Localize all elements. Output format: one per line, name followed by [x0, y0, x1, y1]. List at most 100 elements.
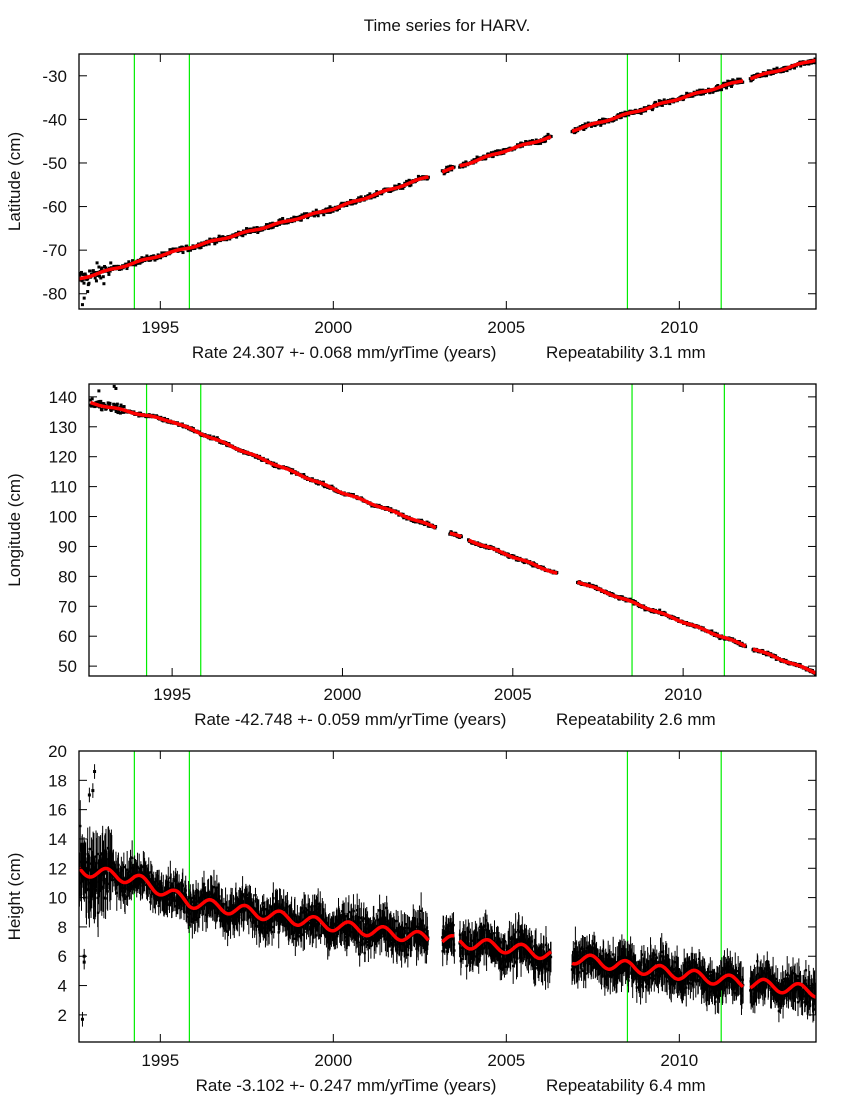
x-axis-label-time: Time (years) — [402, 343, 497, 362]
data-point — [460, 958, 462, 960]
data-point — [131, 857, 133, 859]
y-tick-label: -40 — [42, 110, 67, 129]
model-fit-line — [578, 582, 746, 646]
data-point — [725, 86, 728, 89]
data-point — [358, 953, 360, 955]
data-point — [108, 402, 111, 405]
data-point — [104, 897, 106, 899]
data-point — [86, 290, 89, 293]
y-tick-label: 60 — [58, 627, 77, 646]
x-axis-label-time: Time (years) — [412, 710, 507, 729]
y-tick-label: -50 — [42, 154, 67, 173]
data-point — [370, 945, 372, 947]
y-tick-label: -60 — [42, 198, 67, 217]
data-point — [493, 932, 495, 934]
height-plot-area — [78, 751, 817, 1042]
y-tick-label: -30 — [42, 67, 67, 86]
x-tick-label: 2005 — [487, 318, 525, 337]
y-axis-label: Latitude (cm) — [5, 132, 24, 231]
data-point — [627, 979, 629, 981]
latitude-panel: 1995 2000 2005 2010 -80 -70 -60 -50 -40 -30 Latitu… — [5, 54, 817, 362]
y-tick-label: 50 — [58, 657, 77, 676]
data-point — [348, 911, 350, 913]
data-point — [550, 956, 552, 958]
data-point — [271, 931, 273, 933]
y-tick-label: 70 — [58, 597, 77, 616]
model-fit-line — [750, 60, 816, 79]
data-point — [380, 935, 382, 937]
data-point — [666, 980, 668, 982]
y-axis-label: Longitude (cm) — [5, 473, 24, 586]
data-point — [88, 270, 91, 273]
data-point — [97, 912, 99, 914]
y-tick-label: 110 — [50, 478, 77, 497]
data-point — [636, 986, 638, 988]
model-fit-line — [753, 649, 816, 673]
data-point — [453, 949, 455, 951]
x-tick-label: 2000 — [314, 318, 352, 337]
data-point — [641, 953, 643, 955]
x-tick-label: 1995 — [141, 318, 179, 337]
latitude-data-points — [78, 58, 818, 307]
data-point — [516, 957, 518, 959]
data-point — [83, 297, 86, 300]
data-point — [101, 408, 104, 411]
figure-title: Time series for HARV. — [364, 16, 531, 35]
y-tick-label: 120 — [49, 448, 77, 467]
x-tick-label: 2000 — [324, 685, 362, 704]
y-tick-label: -70 — [42, 241, 67, 260]
data-point — [102, 275, 105, 278]
data-point — [514, 931, 516, 933]
x-axis-label-rate: Rate -42.748 +- 0.059 mm/yr — [194, 710, 412, 729]
x-axis-label-repeatability: Repeatability 2.6 mm — [556, 710, 716, 729]
height-data-points — [78, 764, 817, 1026]
data-point — [322, 213, 325, 216]
y-tick-label: 130 — [49, 418, 77, 437]
data-point — [452, 924, 454, 926]
x-tick-label: 1995 — [153, 685, 191, 704]
data-point — [82, 282, 85, 285]
data-point — [91, 397, 94, 400]
longitude-plot-area — [89, 384, 817, 676]
data-point — [188, 924, 190, 926]
model-fit-line — [572, 81, 743, 131]
data-point — [317, 214, 320, 217]
x-axis-label-repeatability: Repeatability 3.1 mm — [546, 343, 706, 362]
data-point — [81, 303, 84, 306]
model-fit-line — [90, 403, 435, 528]
data-point — [124, 898, 126, 900]
data-point — [254, 894, 256, 896]
x-tick-label: 2005 — [494, 685, 532, 704]
data-point — [612, 953, 614, 955]
data-point — [182, 251, 185, 254]
latitude-plot-area — [78, 54, 818, 309]
data-point — [96, 261, 99, 264]
data-point — [89, 848, 91, 850]
data-point — [123, 866, 125, 868]
data-point — [87, 282, 90, 285]
data-point — [95, 279, 98, 282]
data-point — [272, 897, 274, 899]
data-point — [106, 890, 108, 892]
model-fit-line — [469, 540, 558, 573]
data-point — [534, 967, 536, 969]
data-point — [656, 956, 658, 958]
data-point — [578, 971, 580, 973]
x-axis-label-rate: Rate 24.307 +- 0.068 mm/yr — [192, 343, 404, 362]
y-tick-label: -80 — [42, 285, 67, 304]
y-tick-label: 100 — [49, 508, 77, 527]
data-point — [114, 387, 117, 390]
data-point — [363, 917, 365, 919]
y-tick-label: 140 — [49, 388, 77, 407]
data-point — [107, 273, 110, 276]
data-point — [97, 389, 100, 392]
data-point — [109, 261, 112, 264]
data-point — [281, 217, 284, 220]
data-point — [352, 910, 354, 912]
y-tick-label: 80 — [58, 567, 77, 586]
data-point — [395, 920, 397, 922]
data-point — [123, 405, 126, 408]
x-tick-label: 2010 — [660, 318, 698, 337]
data-point — [303, 931, 305, 933]
